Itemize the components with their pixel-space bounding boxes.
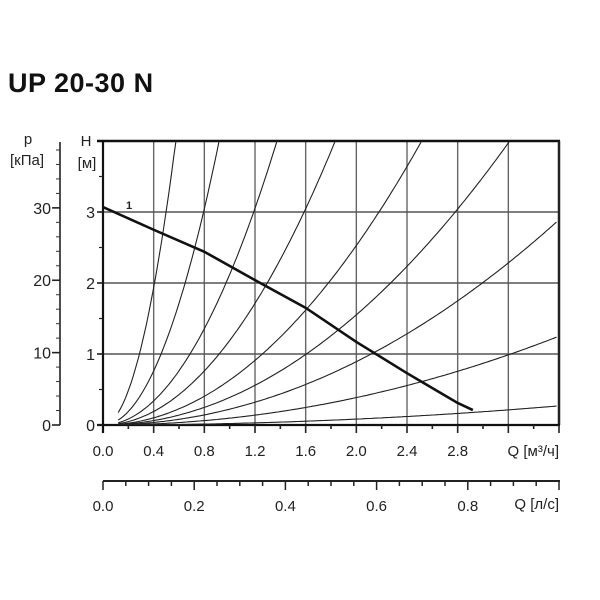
p-tick-label: 10	[33, 346, 51, 363]
x-tick-label: 0.8	[194, 443, 215, 460]
x-tick-label: 1.2	[245, 443, 266, 460]
system-curve	[117, 141, 177, 413]
pump-curve-label: 1	[126, 200, 132, 212]
pump-curve	[102, 205, 474, 412]
h-axis-unit: [м]	[78, 155, 97, 172]
system-curve	[118, 141, 336, 425]
q-ls-tick-label: 0.4	[275, 498, 296, 515]
x-tick-label: 0.4	[143, 443, 164, 460]
q-ls-tick-label: 0.8	[457, 498, 478, 515]
x-tick-label: 0.0	[93, 443, 114, 460]
h-axis-name: H	[81, 133, 92, 150]
q-ls-tick-label: 0.6	[366, 498, 387, 515]
h-tick-label: 2	[86, 276, 95, 293]
system-curve	[118, 141, 511, 425]
system-curve	[118, 221, 557, 425]
q-ls-axis-label: Q [л/с]	[514, 496, 559, 513]
system-curve	[118, 141, 278, 424]
x-axis-label: Q [м³/ч]	[508, 443, 559, 460]
system-curve	[118, 336, 557, 425]
x-tick-label: 1.6	[295, 443, 316, 460]
p-tick-label: 0	[42, 418, 51, 435]
chart-title: UP 20-30 N	[8, 68, 154, 98]
system-curve	[118, 405, 557, 425]
h-tick-label: 0	[86, 418, 95, 435]
h-tick-label: 1	[86, 347, 95, 364]
p-tick-label: 30	[33, 201, 51, 218]
system-curve	[118, 141, 423, 425]
system-curve	[117, 141, 220, 421]
q-ls-tick-label: 0.2	[184, 498, 205, 515]
p-tick-label: 20	[33, 273, 51, 290]
q-ls-tick-label: 0.0	[93, 498, 114, 515]
x-tick-label: 2.8	[447, 443, 468, 460]
x-tick-label: 2.4	[397, 443, 418, 460]
p-axis-unit: [кПа]	[10, 152, 44, 169]
x-tick-label: 2.0	[346, 443, 367, 460]
h-tick-label: 3	[86, 205, 95, 222]
p-axis-name: p	[24, 131, 32, 148]
